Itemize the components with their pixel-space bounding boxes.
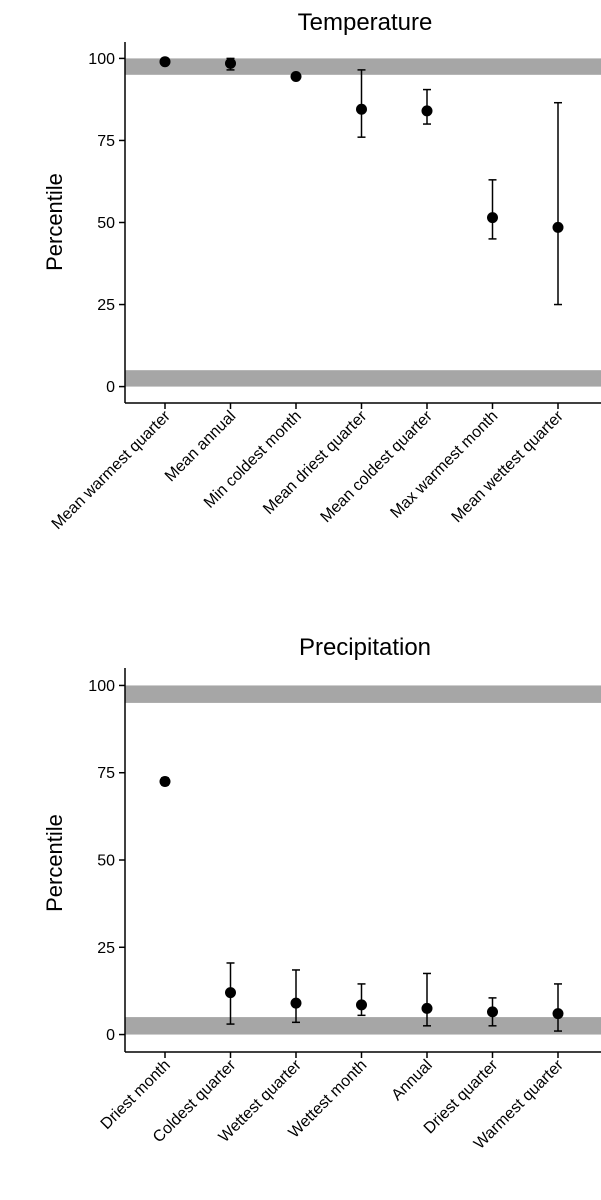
y-tick-label: 25 [97, 940, 115, 957]
data-point [421, 1002, 433, 1014]
data-point [225, 57, 236, 69]
x-tick-label: Annual [389, 1057, 436, 1104]
y-axis-label: Percentile [42, 814, 67, 912]
y-tick-label: 0 [106, 379, 115, 396]
y-tick-label: 0 [106, 1027, 115, 1044]
chart-title: Temperature [298, 9, 433, 36]
reference-band-1 [125, 685, 601, 703]
data-point [552, 1008, 564, 1020]
y-tick-label: 50 [97, 215, 115, 232]
data-point [552, 221, 564, 233]
y-tick-label: 75 [97, 133, 115, 150]
y-tick-label: 75 [97, 765, 115, 782]
data-point [290, 997, 302, 1009]
data-point [225, 987, 236, 999]
chart-1: PrecipitationPercentile0255075100Driest … [42, 634, 601, 1153]
y-tick-label: 25 [97, 297, 115, 314]
x-tick-label: Max warmest month [387, 408, 501, 522]
data-point [421, 105, 433, 117]
reference-band-1 [125, 58, 601, 75]
data-point [356, 999, 367, 1011]
data-point [159, 56, 171, 68]
y-tick-label: 100 [88, 51, 115, 68]
reference-band-0 [125, 370, 601, 387]
x-tick-label: Mean wettest quarter [449, 407, 568, 526]
data-point [159, 775, 171, 787]
y-axis-label: Percentile [42, 173, 67, 271]
data-point [487, 212, 498, 224]
y-tick-label: 50 [97, 853, 115, 870]
data-point [290, 70, 302, 82]
chart-0: Temperature Percentile 0 25 50 75 100 Mean warm… [42, 9, 601, 533]
x-tick-label: Mean coldest quarter [318, 407, 437, 526]
data-point [356, 103, 367, 115]
reference-band-0 [125, 1017, 601, 1035]
data-point [487, 1006, 498, 1018]
x-tick-label: Mean warmest quarter [49, 407, 175, 533]
chart-title: Precipitation [299, 634, 431, 661]
y-tick-label: 100 [88, 678, 115, 695]
